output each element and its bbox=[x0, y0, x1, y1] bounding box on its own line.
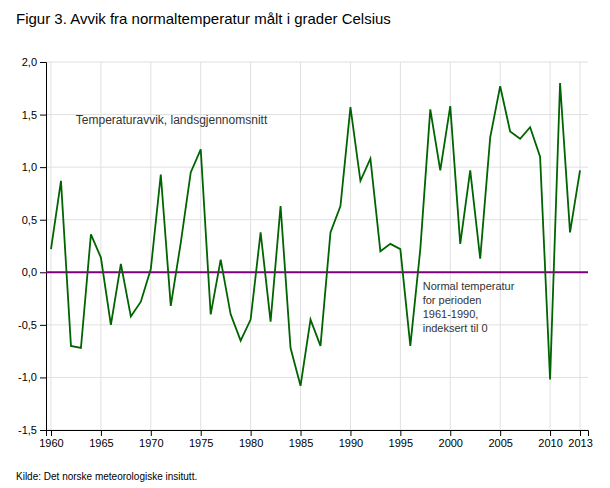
tick-mark bbox=[350, 430, 351, 436]
reference-line bbox=[46, 271, 588, 273]
tick-label: 1960 bbox=[39, 437, 63, 449]
tick-label: 1990 bbox=[339, 437, 363, 449]
tick: 2013 bbox=[568, 430, 592, 449]
tick-label: 1985 bbox=[289, 437, 313, 449]
grid-line bbox=[46, 324, 588, 325]
annotation-line: 1961-1990, bbox=[423, 308, 479, 320]
tick-mark bbox=[40, 115, 46, 116]
annotation-line: indeksert til 0 bbox=[423, 322, 488, 334]
tick-mark bbox=[580, 430, 581, 436]
tick-mark bbox=[251, 430, 252, 436]
tick-label: 1995 bbox=[389, 437, 413, 449]
tick-label: 1,0 bbox=[22, 161, 37, 173]
y-axis: -1,5 -1,0 -0,5 0,0 0,5 1,0 1,5 2,0 bbox=[18, 56, 46, 436]
tick-mark bbox=[101, 430, 102, 436]
tick-label: 2000 bbox=[439, 437, 463, 449]
title: Figur 3. Avvik fra normaltemperatur målt… bbox=[16, 10, 391, 27]
tick-mark bbox=[40, 272, 46, 273]
tick-mark bbox=[450, 430, 451, 436]
grid-line bbox=[580, 62, 581, 430]
tick-mark bbox=[40, 167, 46, 168]
grid-line bbox=[46, 62, 588, 63]
tick-label: 1975 bbox=[189, 437, 213, 449]
grid-line bbox=[46, 167, 588, 168]
marks bbox=[46, 83, 588, 386]
tick-label: 1,5 bbox=[22, 109, 37, 121]
data-line bbox=[51, 83, 580, 386]
axis-line bbox=[47, 431, 589, 437]
tick-mark bbox=[51, 430, 52, 436]
tick-label: 0,0 bbox=[22, 266, 37, 278]
tick-mark bbox=[40, 325, 46, 326]
tick-label: 1980 bbox=[239, 437, 263, 449]
tick-mark bbox=[40, 377, 46, 378]
tick: 1975 bbox=[189, 430, 213, 449]
tick-mark bbox=[550, 430, 551, 436]
grid-line bbox=[46, 272, 588, 273]
tick-mark bbox=[201, 430, 202, 436]
annotation: Kilde: Det norske meteorologiske insitut… bbox=[16, 471, 197, 482]
annotation-line: Temperaturavvik, landsgjennomsnitt bbox=[76, 113, 268, 127]
tick: 2000 bbox=[439, 430, 463, 449]
tick: 1990 bbox=[339, 430, 363, 449]
tick-mark bbox=[400, 430, 401, 436]
tick-label: -0,5 bbox=[18, 319, 37, 331]
tick: 2005 bbox=[488, 430, 512, 449]
tick: 1965 bbox=[89, 430, 113, 449]
tick: 1960 bbox=[39, 430, 63, 449]
tick: -1,5 bbox=[18, 424, 46, 436]
tick-label: 2010 bbox=[538, 437, 562, 449]
annotation: Temperaturavvik, landsgjennomsnitt bbox=[76, 113, 268, 127]
tick-mark bbox=[301, 430, 302, 436]
grid-line bbox=[400, 62, 401, 430]
tick-label: 1970 bbox=[139, 437, 163, 449]
tick: 1980 bbox=[239, 430, 263, 449]
grid-line bbox=[300, 62, 301, 430]
tick-label: 0,5 bbox=[22, 214, 37, 226]
tick: 1,0 bbox=[22, 161, 46, 173]
annotation-line: Normal temperatur bbox=[423, 280, 515, 292]
chart: Figur 3. Avvik fra normaltemperatur målt… bbox=[0, 0, 610, 488]
tick: -0,5 bbox=[18, 319, 46, 331]
tick-mark bbox=[500, 430, 501, 436]
tick: 1985 bbox=[289, 430, 313, 449]
tick: 0,5 bbox=[22, 214, 46, 226]
annotation-line: for perioden bbox=[423, 294, 482, 306]
tick-label: 2013 bbox=[568, 437, 592, 449]
tick: -1,0 bbox=[18, 371, 46, 383]
plot: 1960 1965 1970 1975 1980 1985 1990 1995 2000 2005… bbox=[18, 56, 593, 449]
axis-line bbox=[40, 63, 47, 431]
grid-line bbox=[46, 219, 588, 220]
tick-label: -1,5 bbox=[18, 424, 37, 436]
tick-mark bbox=[40, 430, 46, 431]
tick-label: 2,0 bbox=[22, 56, 37, 68]
tick: 2010 bbox=[538, 430, 562, 449]
tick-mark bbox=[151, 430, 152, 436]
tick-label: 2005 bbox=[488, 437, 512, 449]
tick-label: -1,0 bbox=[18, 371, 37, 383]
x-axis: 1960 1965 1970 1975 1980 1985 1990 1995 2000 2005… bbox=[39, 430, 593, 449]
tick: 2,0 bbox=[22, 56, 46, 68]
grid bbox=[46, 62, 588, 430]
grid-line bbox=[500, 62, 501, 430]
tick-mark bbox=[40, 220, 46, 221]
tick: 1995 bbox=[389, 430, 413, 449]
tick-mark bbox=[40, 62, 46, 63]
tick: 0,0 bbox=[22, 266, 46, 278]
tick-label: 1965 bbox=[89, 437, 113, 449]
grid-line bbox=[46, 377, 588, 378]
tick: 1970 bbox=[139, 430, 163, 449]
annotation-line: Kilde: Det norske meteorologiske insitut… bbox=[16, 471, 197, 482]
annotation: Normal temperatur for perioden 1961-1990, i… bbox=[423, 280, 515, 333]
tick: 1,5 bbox=[22, 109, 46, 121]
